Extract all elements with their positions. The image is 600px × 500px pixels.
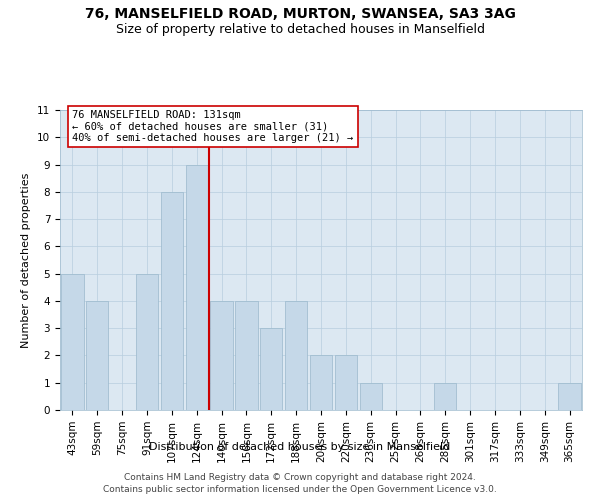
Bar xyxy=(136,274,158,410)
Text: Contains HM Land Registry data © Crown copyright and database right 2024.: Contains HM Land Registry data © Crown c… xyxy=(124,472,476,482)
Text: 76, MANSELFIELD ROAD, MURTON, SWANSEA, SA3 3AG: 76, MANSELFIELD ROAD, MURTON, SWANSEA, S… xyxy=(85,8,515,22)
Bar xyxy=(185,164,208,410)
Text: Contains public sector information licensed under the Open Government Licence v3: Contains public sector information licen… xyxy=(103,485,497,494)
Bar xyxy=(335,356,357,410)
Bar xyxy=(161,192,183,410)
Bar xyxy=(310,356,332,410)
Bar xyxy=(559,382,581,410)
Text: Size of property relative to detached houses in Manselfield: Size of property relative to detached ho… xyxy=(115,22,485,36)
Text: Distribution of detached houses by size in Manselfield: Distribution of detached houses by size … xyxy=(149,442,451,452)
Bar xyxy=(61,274,83,410)
Text: 76 MANSELFIELD ROAD: 131sqm
← 60% of detached houses are smaller (31)
40% of sem: 76 MANSELFIELD ROAD: 131sqm ← 60% of det… xyxy=(73,110,353,143)
Bar xyxy=(260,328,283,410)
Bar xyxy=(86,301,109,410)
Bar xyxy=(285,301,307,410)
Bar xyxy=(211,301,233,410)
Bar xyxy=(434,382,457,410)
Y-axis label: Number of detached properties: Number of detached properties xyxy=(22,172,31,348)
Bar xyxy=(359,382,382,410)
Bar xyxy=(235,301,257,410)
